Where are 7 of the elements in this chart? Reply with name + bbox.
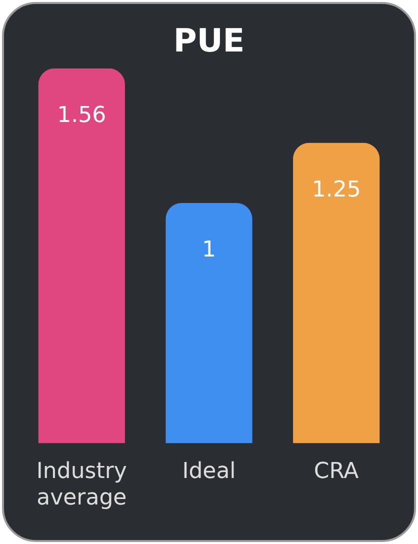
chart-title: PUE — [173, 22, 245, 60]
data-label: 1 — [202, 238, 216, 263]
data-label: 1.25 — [312, 178, 361, 203]
x-tick-label: Ideal — [182, 459, 236, 484]
x-tick-label: Industry average — [36, 459, 127, 511]
data-label: 1.56 — [57, 103, 106, 128]
x-tick-label: CRA — [314, 459, 359, 484]
